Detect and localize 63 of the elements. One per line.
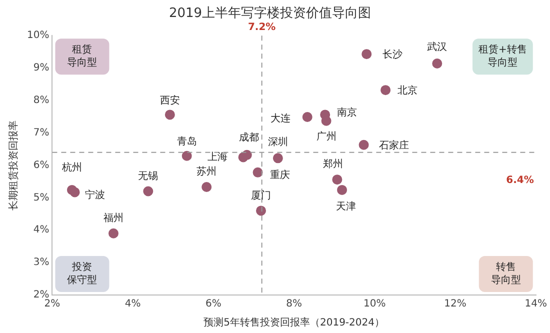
point — [302, 112, 312, 122]
ref-line-label: 7.2% — [248, 22, 276, 34]
x-axis-title: 预测5年转售投资回报率（2019-2024） — [204, 316, 384, 329]
annotation: 石家庄 — [378, 139, 409, 152]
point — [182, 150, 192, 161]
x-tick-label: 10% — [364, 298, 386, 310]
annotation: 转售导向型 — [490, 261, 521, 286]
y-tick-label: 6% — [33, 160, 50, 171]
x-tick-label: 8% — [286, 298, 302, 310]
point — [358, 140, 369, 150]
y-tick-label: 4% — [33, 224, 50, 236]
x-tick-label: 12% — [444, 298, 466, 310]
annotation: 南京 — [337, 106, 358, 118]
point — [332, 174, 342, 185]
annotation: 成都 — [238, 132, 259, 144]
point — [362, 49, 372, 60]
point — [337, 184, 348, 195]
x-tick-label: 2% — [44, 298, 60, 310]
annotation: 租赁+转售导向型 — [478, 44, 527, 69]
annotation: 北京 — [398, 84, 418, 97]
annotation: 郑州 — [323, 158, 344, 170]
annotation: 厦门 — [251, 189, 272, 202]
point — [252, 167, 263, 178]
annotation: 苏州 — [196, 166, 217, 178]
annotation: 深圳 — [268, 136, 288, 148]
point — [242, 150, 252, 160]
annotation: 重庆 — [270, 169, 290, 182]
ref-line-label: 6.4% — [506, 174, 534, 186]
annotation: 宁波 — [84, 188, 105, 201]
annotation: 租赁导向型 — [67, 44, 98, 69]
point — [164, 110, 175, 120]
annotation: 上海 — [207, 150, 228, 163]
annotation: 青岛 — [176, 135, 197, 148]
point — [256, 206, 266, 216]
point — [143, 186, 154, 196]
point — [202, 182, 212, 192]
annotation: 武汉 — [427, 41, 448, 54]
annotation: 无锡 — [138, 170, 158, 182]
x-tick-label: 6% — [206, 298, 222, 310]
annotation: 天津 — [336, 200, 356, 213]
y-tick-label: 3% — [33, 257, 50, 268]
y-tick-label: 5% — [33, 192, 50, 204]
annotation: 福州 — [103, 212, 124, 224]
x-tick-label: 14% — [524, 298, 548, 310]
y-tick-label: 9% — [33, 62, 50, 74]
y-tick-label: 10% — [26, 30, 50, 42]
annotation: 杭州 — [60, 162, 82, 174]
point — [321, 116, 332, 126]
y-tick-label: 7% — [33, 127, 50, 138]
y-tick-label: 8% — [33, 95, 50, 106]
point — [380, 85, 391, 96]
point — [432, 58, 442, 68]
point — [272, 153, 283, 164]
chart-title: 2019上半年写字楼投资价值导向图 — [168, 5, 372, 22]
x-tick-label: 4% — [124, 298, 141, 310]
annotation: 大连 — [270, 112, 290, 125]
point — [70, 187, 80, 198]
point — [108, 228, 118, 238]
annotation: 西安 — [160, 94, 180, 106]
y-axis-title: 长期租赁投资回报率 — [8, 120, 20, 210]
annotation: 长沙 — [382, 48, 403, 61]
annotation: 广州 — [316, 130, 336, 142]
annotation: 投资保守型 — [67, 261, 98, 286]
